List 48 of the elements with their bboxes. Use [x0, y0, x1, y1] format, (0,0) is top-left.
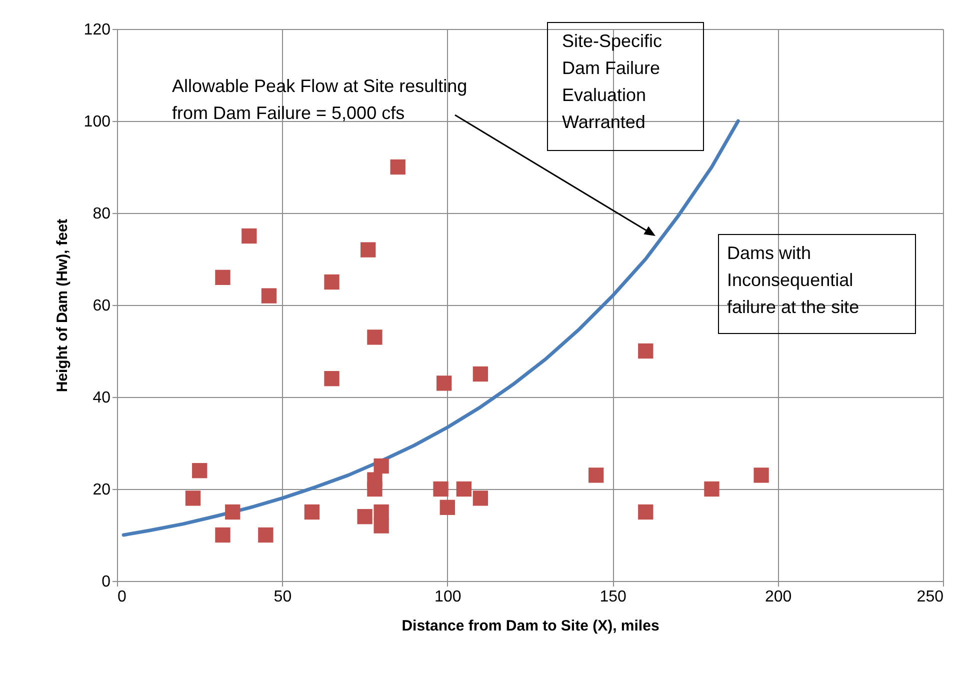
y-tick-label: 100: [84, 114, 111, 130]
point: [754, 468, 769, 483]
x-tick-label: 250: [916, 588, 944, 606]
point: [324, 274, 340, 290]
x-tick-label: 0: [118, 588, 126, 606]
point: [258, 527, 274, 543]
point: [472, 366, 488, 382]
x-tick-label: 50: [274, 588, 292, 606]
annotation: Site-Specific Dam Failure Evaluation Warranted: [562, 31, 662, 132]
point: [261, 288, 277, 304]
point: [374, 458, 389, 474]
point: [225, 504, 240, 520]
y-axis-title: Height of Dam (Hw), feet: [54, 218, 71, 392]
point: [472, 490, 488, 506]
point: [360, 242, 376, 258]
point: [304, 504, 320, 520]
point: [215, 270, 230, 285]
point: [638, 504, 654, 520]
y-tick-label: 60: [92, 298, 111, 314]
point: [456, 481, 472, 497]
point: [357, 509, 372, 524]
point: [192, 463, 208, 478]
point: [390, 159, 406, 175]
y-tick-label: 20: [92, 482, 111, 498]
point: [367, 330, 382, 345]
point: [588, 468, 604, 483]
point: [704, 481, 720, 497]
point: [440, 500, 455, 515]
point: [638, 343, 654, 359]
point: [374, 504, 389, 520]
y-tick-label: 120: [84, 22, 111, 38]
point: [374, 518, 389, 534]
point: [436, 376, 452, 391]
point: [242, 228, 257, 244]
point: [324, 371, 340, 386]
point: [367, 481, 382, 497]
point: [185, 490, 201, 506]
y-tick-label: 40: [92, 390, 111, 406]
annotation: Allowable Peak Flow at Site resulting from Dam Failure = 5,000 cfs: [172, 76, 468, 123]
x-tick-label: 100: [434, 588, 462, 606]
y-tick-label: 80: [92, 206, 111, 222]
point: [433, 481, 448, 497]
y-tick-label: 0: [102, 574, 111, 590]
point: [215, 527, 230, 543]
x-tick-label: 150: [600, 588, 627, 606]
annotation: Dams with Inconsequential failure at the site: [727, 243, 860, 317]
x-axis-title: Distance from Dam to Site (X), miles: [402, 618, 660, 634]
x-tick-label: 200: [764, 588, 792, 606]
